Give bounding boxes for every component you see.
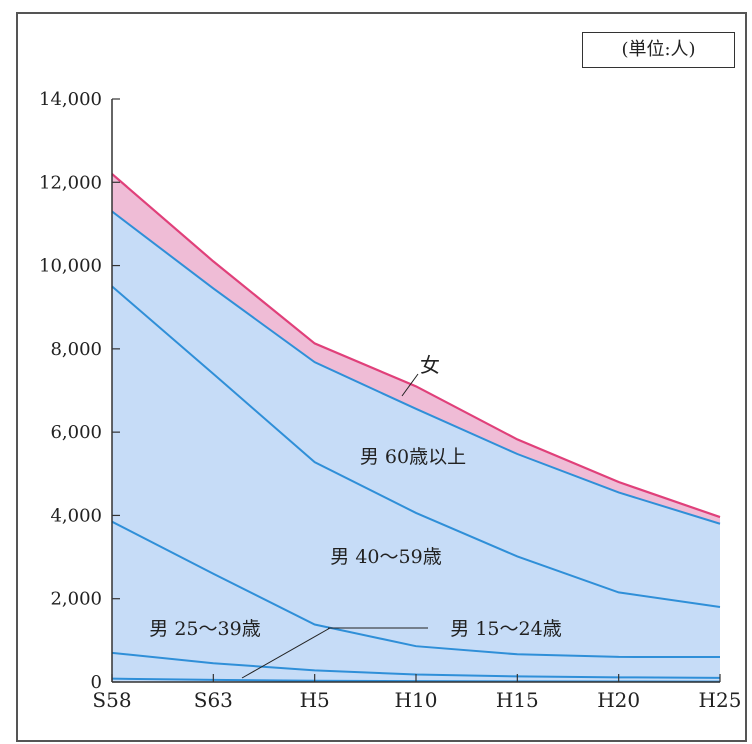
x-tick-label: S63 — [194, 688, 233, 712]
leader-line-15-24-diag — [241, 627, 331, 679]
x-tick-label: H20 — [597, 688, 640, 712]
series-label: 女 — [420, 353, 440, 377]
series-line-6 — [111, 173, 721, 519]
y-tick-label: 2,000 — [50, 589, 102, 610]
x-tick-label: S58 — [92, 688, 131, 712]
area-layers — [112, 173, 720, 682]
series-line-5 — [111, 210, 721, 525]
male-area — [112, 211, 720, 682]
unit-label: (単位:人) — [582, 32, 735, 68]
female-leader-line — [401, 373, 419, 397]
y-tick-label: 12,000 — [39, 172, 102, 193]
y-tick-label: 4,000 — [50, 505, 102, 526]
y-tick-label: 6,000 — [50, 422, 102, 443]
x-tick-label: H15 — [496, 688, 539, 712]
series-label: 男 60歳以上 — [360, 446, 466, 468]
x-tick-label: H10 — [395, 688, 438, 712]
y-tick-label: 10,000 — [39, 256, 102, 277]
series-label: 男 40〜59歳 — [330, 546, 441, 568]
series-line-3 — [111, 520, 721, 659]
y-tick-label: 14,000 — [39, 89, 102, 110]
series-line-4 — [111, 285, 721, 609]
y-tick-label: 0 — [91, 672, 102, 693]
series-label: 男 25〜39歳 — [149, 618, 260, 640]
x-tick-label: H5 — [300, 688, 330, 712]
series-label: 男 15〜24歳 — [450, 618, 561, 640]
x-tick-label: H25 — [699, 688, 742, 712]
axes: 0 2,000 4,000 6,000 8,000 10,000 12,000 14,000 S… — [39, 89, 741, 712]
y-tick-label: 8,000 — [50, 339, 102, 360]
